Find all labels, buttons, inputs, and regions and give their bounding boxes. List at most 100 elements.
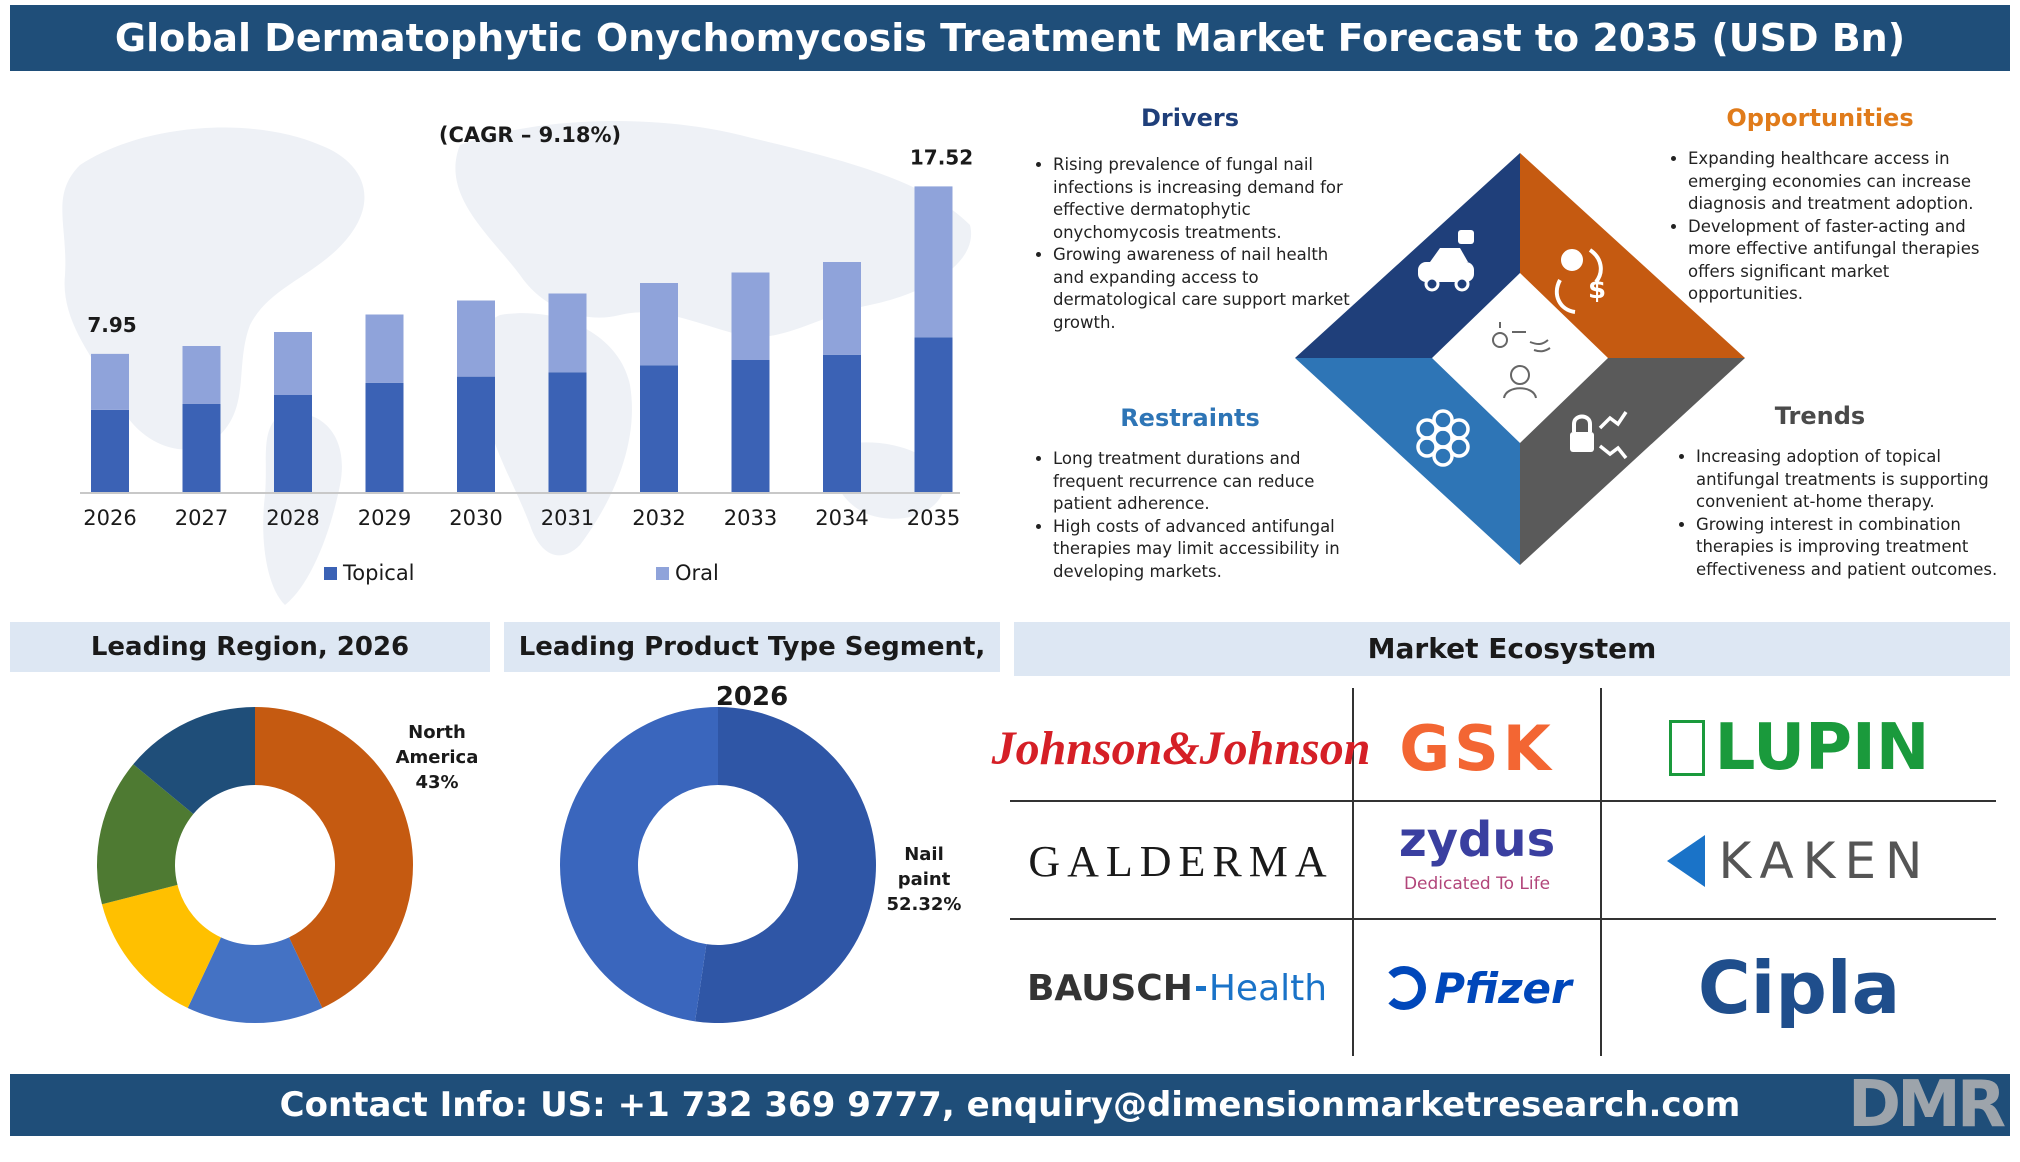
leading-product-donut: Nail paint 52.32% bbox=[560, 707, 962, 1023]
logo-bausch-health: BAUSCH Health bbox=[1026, 967, 1328, 1009]
pfizer-swirl-icon bbox=[1382, 966, 1427, 1010]
x-tick-label: 2034 bbox=[815, 506, 868, 530]
cagr-annotation: (CAGR – 9.18%) bbox=[439, 123, 621, 147]
contact-footer: Contact Info: US: +1 732 369 9777, enqui… bbox=[10, 1074, 2010, 1136]
legend-label-topical: Topical bbox=[342, 561, 415, 585]
bar-oral-2028 bbox=[274, 332, 312, 395]
logo-kaken: KAKEN bbox=[1604, 808, 1994, 914]
restraints-title: Restraints bbox=[1120, 404, 1260, 432]
drivers-title: Drivers bbox=[1140, 104, 1240, 132]
donut-slice-3 bbox=[97, 764, 194, 905]
bar-topical-2027 bbox=[182, 403, 221, 493]
logo-galderma: GALDERMA bbox=[1028, 836, 1334, 886]
leading-region-donut: North America 43% bbox=[97, 707, 479, 1023]
x-tick-label: 2030 bbox=[449, 506, 502, 530]
region-label-value: 43% bbox=[415, 772, 458, 793]
page-title: Global Dermatophytic Onychomycosis Treat… bbox=[10, 5, 2010, 71]
trends-title: Trends bbox=[1774, 402, 1866, 430]
restraints-list: Long treatment durations and frequent re… bbox=[1025, 448, 1358, 583]
donut-slice-1 bbox=[560, 707, 718, 1022]
bar-oral-2034 bbox=[823, 262, 861, 355]
ecosystem-divider-v2 bbox=[1600, 688, 1602, 1056]
bar-oral-2033 bbox=[731, 272, 770, 360]
diamond-quadrant-opportunities bbox=[1520, 153, 1745, 358]
x-tick-label: 2027 bbox=[175, 506, 228, 530]
logo-cipla: Cipla bbox=[1697, 946, 1901, 1030]
bar-oral-2032 bbox=[640, 283, 678, 366]
donut-slice-2 bbox=[101, 884, 221, 1008]
trends-list: Increasing adoption of topical antifunga… bbox=[1668, 446, 2020, 581]
diamond-quadrant-restraints bbox=[1295, 358, 1520, 565]
logo-zydus: zydus Dedicated To Life bbox=[1398, 812, 1556, 894]
market-ecosystem-header: Market Ecosystem bbox=[1014, 622, 2010, 676]
data-label: 17.52 bbox=[910, 145, 973, 169]
opportunities-item: Development of faster-acting and more ef… bbox=[1688, 216, 2008, 306]
leading-product-header: Leading Product Type Segment, 2026 bbox=[504, 622, 1000, 712]
x-tick-label: 2031 bbox=[541, 506, 594, 530]
ecosystem-divider-h2 bbox=[1010, 918, 1996, 920]
diamond-quadrant-trends bbox=[1520, 358, 1745, 565]
bar-oral-2027 bbox=[182, 346, 221, 404]
robot-car-icon bbox=[1418, 230, 1474, 292]
region-label-name2: America bbox=[396, 747, 479, 768]
legend-label-oral: Oral bbox=[675, 561, 719, 585]
leading-region-header: Leading Region, 2026 bbox=[10, 622, 490, 672]
donut-slice-0 bbox=[695, 707, 876, 1023]
logo-johnson-and-johnson: Johnson&Johnson bbox=[991, 721, 1371, 775]
market-dynamics-diamond: $ bbox=[1295, 153, 1745, 565]
stacked-bar-chart: 2026 2027 2028 2029 2030 2031 2032 2033 2034 2035… bbox=[62, 121, 973, 605]
drivers-item: Rising prevalence of fungal nail infecti… bbox=[1053, 154, 1358, 244]
drivers-item: Growing awareness of nail health and exp… bbox=[1053, 244, 1358, 334]
product-label-value: 52.32% bbox=[887, 894, 962, 915]
bar-oral-2035 bbox=[914, 186, 953, 338]
x-tick-label: 2028 bbox=[266, 506, 319, 530]
restraints-item: High costs of advanced antifungal therap… bbox=[1053, 516, 1358, 584]
drivers-list: Rising prevalence of fungal nail infecti… bbox=[1025, 154, 1358, 334]
x-tick-label: 2035 bbox=[907, 506, 960, 530]
legend-swatch-oral bbox=[656, 567, 669, 580]
bar-topical-2035 bbox=[914, 337, 953, 493]
bar-oral-2031 bbox=[548, 293, 587, 373]
bar-topical-2031 bbox=[548, 372, 587, 493]
kaken-k-icon bbox=[1666, 835, 1705, 887]
bar-topical-2032 bbox=[640, 365, 678, 493]
trends-item: Growing interest in combination therapie… bbox=[1696, 514, 2020, 582]
bar-topical-2028 bbox=[274, 395, 312, 493]
ecosystem-divider-v1 bbox=[1352, 688, 1354, 1056]
logo-lupin: LUPIN bbox=[1604, 700, 1994, 796]
opportunities-list: Expanding healthcare access in emerging … bbox=[1660, 148, 2008, 306]
opportunities-title: Opportunities bbox=[1726, 104, 1914, 132]
bar-topical-2034 bbox=[823, 354, 861, 493]
opportunities-item: Expanding healthcare access in emerging … bbox=[1688, 148, 2008, 216]
lupin-emblem-icon bbox=[1668, 720, 1705, 776]
x-tick-label: 2033 bbox=[724, 506, 777, 530]
logo-gsk: GSK bbox=[1399, 711, 1555, 785]
region-label-name1: North bbox=[408, 722, 466, 743]
logo-pfizer: Pfizer bbox=[1356, 924, 1598, 1052]
legend-swatch-topical bbox=[324, 567, 337, 580]
bausch-dash-icon bbox=[1195, 985, 1206, 991]
ecosystem-divider-h1 bbox=[1010, 800, 1996, 802]
dmr-logo: DMR bbox=[1848, 1068, 2006, 1142]
product-label-name1: Nail bbox=[904, 844, 944, 865]
bar-topical-2030 bbox=[457, 376, 495, 493]
person-idea-icon bbox=[1492, 322, 1551, 399]
x-tick-label: 2032 bbox=[632, 506, 685, 530]
flower-gear-icon bbox=[1416, 409, 1470, 467]
lock-trend-icon bbox=[1570, 411, 1628, 460]
diamond-center bbox=[1432, 273, 1608, 443]
data-label: 7.95 bbox=[87, 313, 136, 337]
bar-topical-2029 bbox=[365, 382, 404, 493]
donut-slice-0 bbox=[255, 707, 413, 1008]
cycle-dollar-icon: $ bbox=[1554, 248, 1606, 314]
donut-slice-4 bbox=[133, 707, 255, 815]
bar-oral-2026 bbox=[91, 353, 129, 410]
bar-topical-2026 bbox=[91, 409, 129, 493]
x-tick-label: 2029 bbox=[358, 506, 411, 530]
bar-topical-2033 bbox=[731, 360, 770, 493]
product-label-name2: paint bbox=[898, 869, 951, 890]
diamond-quadrant-drivers bbox=[1295, 153, 1520, 358]
bar-oral-2029 bbox=[365, 314, 404, 383]
donut-slice-1 bbox=[187, 937, 323, 1023]
svg-text:$: $ bbox=[1588, 275, 1606, 305]
